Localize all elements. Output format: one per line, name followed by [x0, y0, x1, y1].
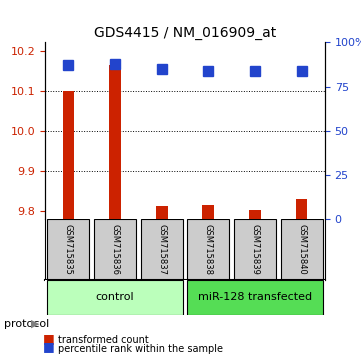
- Bar: [249, 210, 261, 219]
- Text: GSM715839: GSM715839: [251, 224, 260, 275]
- FancyBboxPatch shape: [94, 219, 136, 280]
- Title: GDS4415 / NM_016909_at: GDS4415 / NM_016909_at: [94, 26, 276, 40]
- Text: transformed count: transformed count: [58, 335, 148, 346]
- FancyBboxPatch shape: [234, 219, 276, 280]
- Text: percentile rank within the sample: percentile rank within the sample: [58, 344, 223, 354]
- FancyBboxPatch shape: [47, 280, 183, 315]
- Text: ■: ■: [43, 341, 55, 353]
- FancyBboxPatch shape: [187, 280, 323, 315]
- Text: control: control: [96, 292, 134, 302]
- FancyBboxPatch shape: [187, 219, 229, 280]
- Text: ▶: ▶: [31, 319, 39, 329]
- Bar: [156, 206, 168, 219]
- FancyBboxPatch shape: [141, 219, 183, 280]
- Text: ■: ■: [43, 332, 55, 344]
- Text: protocol: protocol: [4, 319, 49, 329]
- Bar: [62, 91, 74, 219]
- Text: miR-128 transfected: miR-128 transfected: [198, 292, 312, 302]
- Bar: [296, 199, 308, 219]
- Text: GSM715837: GSM715837: [157, 224, 166, 275]
- Bar: [109, 64, 121, 219]
- Text: GSM715836: GSM715836: [110, 224, 119, 275]
- FancyBboxPatch shape: [280, 219, 323, 280]
- Text: GSM715838: GSM715838: [204, 224, 213, 275]
- FancyBboxPatch shape: [47, 219, 90, 280]
- Bar: [203, 205, 214, 219]
- Text: GSM715840: GSM715840: [297, 224, 306, 275]
- Text: GSM715835: GSM715835: [64, 224, 73, 275]
